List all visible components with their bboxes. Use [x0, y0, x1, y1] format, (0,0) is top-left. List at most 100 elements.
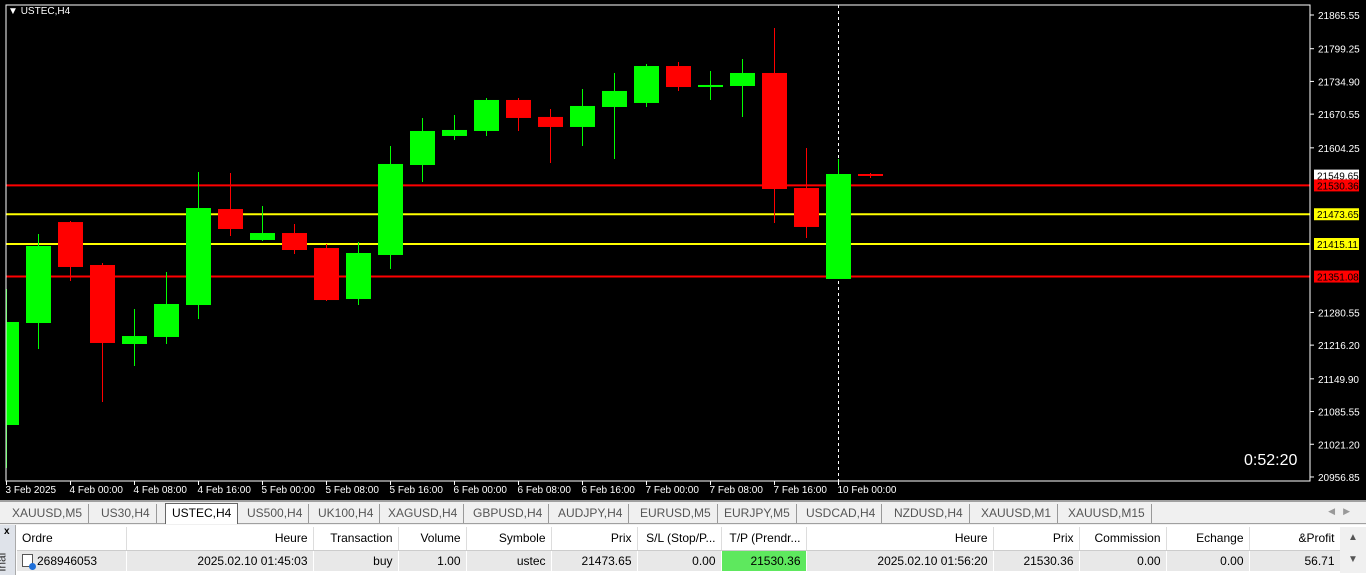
candle-body [410, 130, 435, 165]
candle-body [218, 209, 243, 230]
vertical-scrollbar[interactable]: ▲ ▼ [1340, 527, 1366, 573]
candle-body [570, 105, 595, 127]
cell-heure: 2025.02.10 01:56:20 [806, 550, 994, 571]
candlestick-chart[interactable]: 21865.55 21799.25 21734.90 21670.55 21604.25… [0, 0, 1366, 500]
level-price-label: 21351.08 [1317, 273, 1359, 284]
scroll-up-icon[interactable]: ▲ [1348, 532, 1358, 543]
column-header[interactable]: Transaction [313, 527, 399, 551]
price-tick-label: 21604.25 [1318, 144, 1360, 155]
column-header[interactable]: T/P (Prendr... [721, 527, 807, 551]
candle-body [154, 303, 179, 337]
close-icon[interactable]: x [4, 526, 10, 537]
cell-value: 21473.65 [581, 553, 632, 568]
candle-body [698, 84, 723, 88]
terminal-panel: x inal Ordre Heure Transaction Volume Symbol… [0, 525, 1366, 575]
cell-value: 2025.02.10 01:45:03 [197, 553, 308, 568]
cell-ordre: 268946053 [17, 550, 127, 571]
tab-eurjpy-m5[interactable]: EURJPY,M5 [718, 504, 797, 523]
tab-usdcad-h4[interactable]: USDCAD,H4 [800, 504, 883, 523]
time-tick-label: 6 Feb 00:00 [454, 485, 508, 496]
candle-body [794, 188, 819, 227]
tab-ustec-h4[interactable]: USTEC,H4 [165, 503, 239, 524]
time-tick-label: 4 Feb 00:00 [70, 485, 124, 496]
tab-uk100-h4[interactable]: UK100,H4 [312, 504, 381, 523]
level-price-label-bg [1314, 179, 1359, 192]
column-header[interactable]: S/L (Stop/P... [637, 527, 722, 551]
cell-t-p-prendr-: 21530.36 [721, 550, 807, 571]
price-tick-label: 21085.55 [1318, 408, 1360, 419]
cell-value: 268946053 [37, 553, 98, 568]
candle-body [442, 129, 467, 136]
tab-xagusd-h4[interactable]: XAGUSD,H4 [382, 504, 465, 523]
price-chart[interactable]: 21865.55 21799.25 21734.90 21670.55 21604.25… [0, 0, 1366, 500]
column-header[interactable]: Prix [993, 527, 1080, 551]
candle-body [730, 72, 755, 86]
candle-body [858, 173, 883, 176]
candle-body [282, 233, 307, 251]
tab-nzdusd-h4[interactable]: NZDUSD,H4 [888, 504, 970, 523]
price-tick-label: 21670.55 [1318, 110, 1360, 121]
terminal-title: inal [0, 552, 9, 572]
price-tick-label: 21149.90 [1318, 375, 1359, 386]
tab-xauusd-m15[interactable]: XAUUSD,M15 [1062, 504, 1152, 523]
price-tick-label: 21865.55 [1318, 11, 1360, 22]
dropdown-triangle-icon[interactable]: ▼ [8, 6, 21, 17]
candle-body [90, 265, 115, 343]
column-header[interactable]: Volume [398, 527, 467, 551]
tab-xauusd-m1[interactable]: XAUUSD,M1 [975, 504, 1059, 523]
price-tick-label: 21021.20 [1318, 440, 1360, 451]
cell-symbole: ustec [466, 550, 552, 571]
candle-body [378, 163, 403, 255]
chart-border [5, 4, 1311, 482]
order-icon [22, 553, 36, 570]
tab-audjpy-h4[interactable]: AUDJPY,H4 [552, 504, 630, 523]
candle-body [602, 90, 627, 107]
tab-scroll-arrows-icon[interactable]: ◀▶ [1328, 506, 1358, 516]
current-price-label-bg [1314, 169, 1359, 182]
cell-s-l-stop-p-: 0.00 [637, 550, 722, 571]
column-header[interactable]: &Profit [1249, 527, 1341, 551]
column-header[interactable]: Prix [551, 527, 638, 551]
tab-gbpusd-h4[interactable]: GBPUSD,H4 [467, 504, 550, 523]
level-price-label: 21530.36 [1317, 181, 1359, 192]
time-tick-label: 6 Feb 16:00 [582, 485, 636, 496]
column-header[interactable]: Heure [126, 527, 314, 551]
candle-body [762, 72, 787, 189]
cell-prix: 21530.36 [993, 550, 1080, 571]
cell--profit: 56.71 [1249, 550, 1341, 571]
cell-volume: 1.00 [398, 550, 467, 571]
candle-body [666, 66, 691, 88]
cell-value: ustec [516, 553, 546, 568]
trades-table: Ordre Heure Transaction Volume Symbole Prix S/… [17, 527, 1341, 571]
tab-xauusd-m5[interactable]: XAUUSD,M5 [6, 504, 90, 523]
tab-us500-h4[interactable]: US500,H4 [241, 504, 310, 523]
cell-transaction: buy [313, 550, 399, 571]
time-tick-label: 4 Feb 16:00 [198, 485, 252, 496]
candle-body [122, 336, 147, 345]
level-price-label: 21415.11 [1317, 240, 1358, 251]
cell-heure: 2025.02.10 01:45:03 [126, 550, 314, 571]
column-header[interactable]: Commission [1079, 527, 1167, 551]
column-header[interactable]: Heure [806, 527, 994, 551]
column-header[interactable]: Echange [1166, 527, 1250, 551]
cell-value: 0.00 [1220, 553, 1244, 568]
tab-eurusd-m5[interactable]: EURUSD,M5 [634, 504, 718, 523]
price-tick-label: 21216.20 [1318, 341, 1360, 352]
cell-value: 1.00 [437, 553, 461, 568]
candle-body [58, 222, 83, 267]
time-tick-label: 5 Feb 08:00 [326, 485, 380, 496]
price-tick-label: 21280.55 [1318, 308, 1360, 319]
time-tick-label: 3 Feb 2025 [6, 485, 57, 496]
column-header[interactable]: Symbole [466, 527, 552, 551]
cell-value: 0.00 [1137, 553, 1161, 568]
tab-us30-h4[interactable]: US30,H4 [95, 504, 157, 523]
scroll-down-icon[interactable]: ▼ [1348, 554, 1358, 565]
candle-body [634, 66, 659, 103]
table-row[interactable]: 268946053 2025.02.10 01:45:03 buy 1.00 ustec… [17, 550, 1341, 571]
time-tick-label: 7 Feb 16:00 [774, 485, 828, 496]
chart-symbol-label: ▼ USTEC,H4 [8, 6, 71, 17]
cell-value: 2025.02.10 01:56:20 [877, 553, 988, 568]
column-header[interactable]: Ordre [17, 527, 127, 551]
candle-body [250, 233, 275, 240]
candle-body [538, 116, 563, 127]
